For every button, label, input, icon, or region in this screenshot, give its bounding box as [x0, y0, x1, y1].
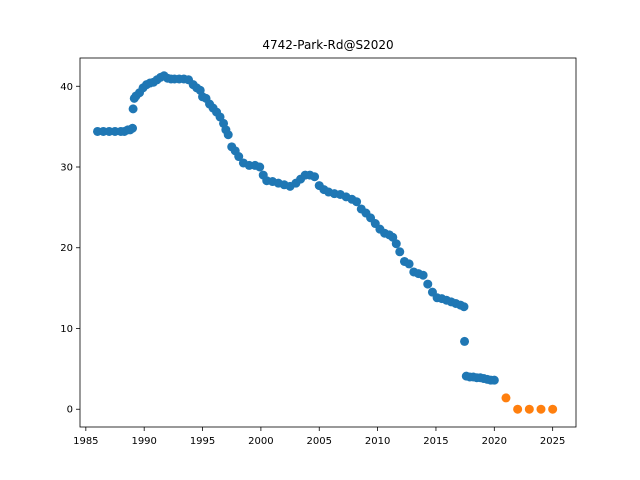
- x-tick-label: 1985: [73, 436, 98, 447]
- y-tick-label: 40: [60, 82, 73, 93]
- x-axis-ticks: 1985 1990 1995 2000 2005 2010 2015 2020 2025: [73, 427, 565, 447]
- series-0-point: [310, 172, 320, 182]
- series-0-point: [404, 259, 414, 269]
- series-0-point: [418, 270, 428, 280]
- series-0-point: [128, 123, 138, 133]
- series-0-point: [391, 239, 401, 249]
- series-0-point: [489, 375, 499, 385]
- series-0-point: [128, 104, 138, 114]
- x-tick-label: 2000: [248, 436, 273, 447]
- series-0-point: [395, 247, 405, 257]
- y-tick-label: 10: [60, 324, 73, 335]
- x-tick-label: 2005: [307, 436, 332, 447]
- data-points: [93, 71, 558, 414]
- y-tick-label: 20: [60, 243, 73, 254]
- series-0-point: [255, 162, 265, 172]
- plot-frame: [79, 57, 577, 428]
- y-tick-label: 30: [60, 163, 73, 174]
- series-1-point: [501, 393, 511, 403]
- series-0-point: [423, 279, 433, 289]
- series-0-point: [459, 302, 469, 312]
- y-tick-label: 0: [67, 405, 73, 416]
- chart-title: 4742-Park-Rd@S2020: [262, 38, 393, 52]
- x-tick-label: 1995: [190, 436, 215, 447]
- series-0-point: [352, 197, 362, 207]
- series-1-point: [548, 404, 558, 414]
- series-1-point: [524, 404, 534, 414]
- x-tick-label: 2025: [540, 436, 565, 447]
- x-tick-label: 1990: [131, 436, 156, 447]
- series-0-point: [223, 130, 233, 140]
- series-0-point: [460, 336, 470, 346]
- series-1-point: [513, 404, 523, 414]
- x-tick-label: 2010: [365, 436, 390, 447]
- y-axis-ticks: 0 10 20 30 40: [60, 82, 80, 416]
- x-tick-label: 2020: [482, 436, 507, 447]
- series-1-point: [536, 404, 546, 414]
- x-tick-label: 2015: [423, 436, 448, 447]
- series-0-point: [234, 152, 244, 162]
